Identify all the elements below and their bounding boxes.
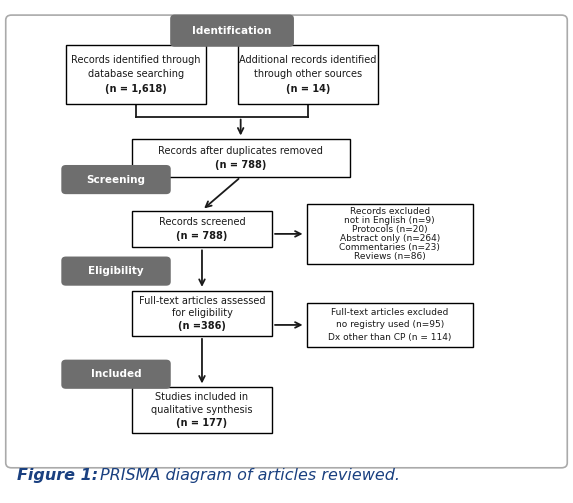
- Text: no registry used (n=95): no registry used (n=95): [336, 320, 444, 329]
- Text: Records screened: Records screened: [159, 217, 245, 227]
- Bar: [132, 211, 272, 247]
- Text: Full-text articles assessed: Full-text articles assessed: [139, 296, 265, 306]
- Text: Records after duplicates removed: Records after duplicates removed: [158, 146, 323, 156]
- Text: (n = 14): (n = 14): [286, 83, 330, 94]
- Text: Abstract only (n=264): Abstract only (n=264): [340, 234, 439, 243]
- Bar: [132, 139, 350, 177]
- Text: Records excluded: Records excluded: [350, 207, 430, 216]
- Text: qualitative synthesis: qualitative synthesis: [151, 405, 253, 415]
- Text: Dx other than CP (n = 114): Dx other than CP (n = 114): [328, 332, 452, 342]
- Text: Reviews (n=86): Reviews (n=86): [354, 252, 426, 261]
- Bar: [132, 291, 272, 336]
- Text: for eligibility: for eligibility: [171, 308, 233, 318]
- Text: not in English (n=9): not in English (n=9): [344, 216, 435, 225]
- Text: Identification: Identification: [193, 26, 272, 36]
- Bar: [132, 387, 272, 433]
- Text: Eligibility: Eligibility: [88, 266, 144, 276]
- Text: Records identified through: Records identified through: [71, 55, 201, 65]
- Text: PRISMA diagram of articles reviewed.: PRISMA diagram of articles reviewed.: [100, 468, 401, 483]
- Bar: [307, 303, 473, 347]
- Text: Commentaries (n=23): Commentaries (n=23): [339, 243, 440, 252]
- Text: (n =386): (n =386): [178, 321, 226, 331]
- Text: (n = 1,618): (n = 1,618): [105, 83, 167, 94]
- Text: Screening: Screening: [87, 175, 146, 185]
- Text: (n = 788): (n = 788): [215, 160, 266, 170]
- Text: Additional records identified: Additional records identified: [240, 55, 376, 65]
- Text: (n = 177): (n = 177): [176, 417, 227, 428]
- Text: Figure 1:: Figure 1:: [17, 468, 99, 483]
- FancyBboxPatch shape: [61, 165, 171, 194]
- Bar: [66, 45, 206, 104]
- Text: through other sources: through other sources: [254, 69, 362, 79]
- FancyBboxPatch shape: [61, 257, 171, 286]
- Text: database searching: database searching: [88, 69, 184, 79]
- Text: Studies included in: Studies included in: [155, 392, 249, 402]
- Bar: [238, 45, 378, 104]
- Text: (n = 788): (n = 788): [176, 231, 227, 241]
- Text: Full-text articles excluded: Full-text articles excluded: [331, 308, 448, 317]
- Bar: [307, 204, 473, 264]
- FancyBboxPatch shape: [170, 15, 294, 47]
- FancyBboxPatch shape: [61, 360, 171, 389]
- Text: Protocols (n=20): Protocols (n=20): [352, 225, 427, 234]
- Text: Included: Included: [91, 369, 142, 379]
